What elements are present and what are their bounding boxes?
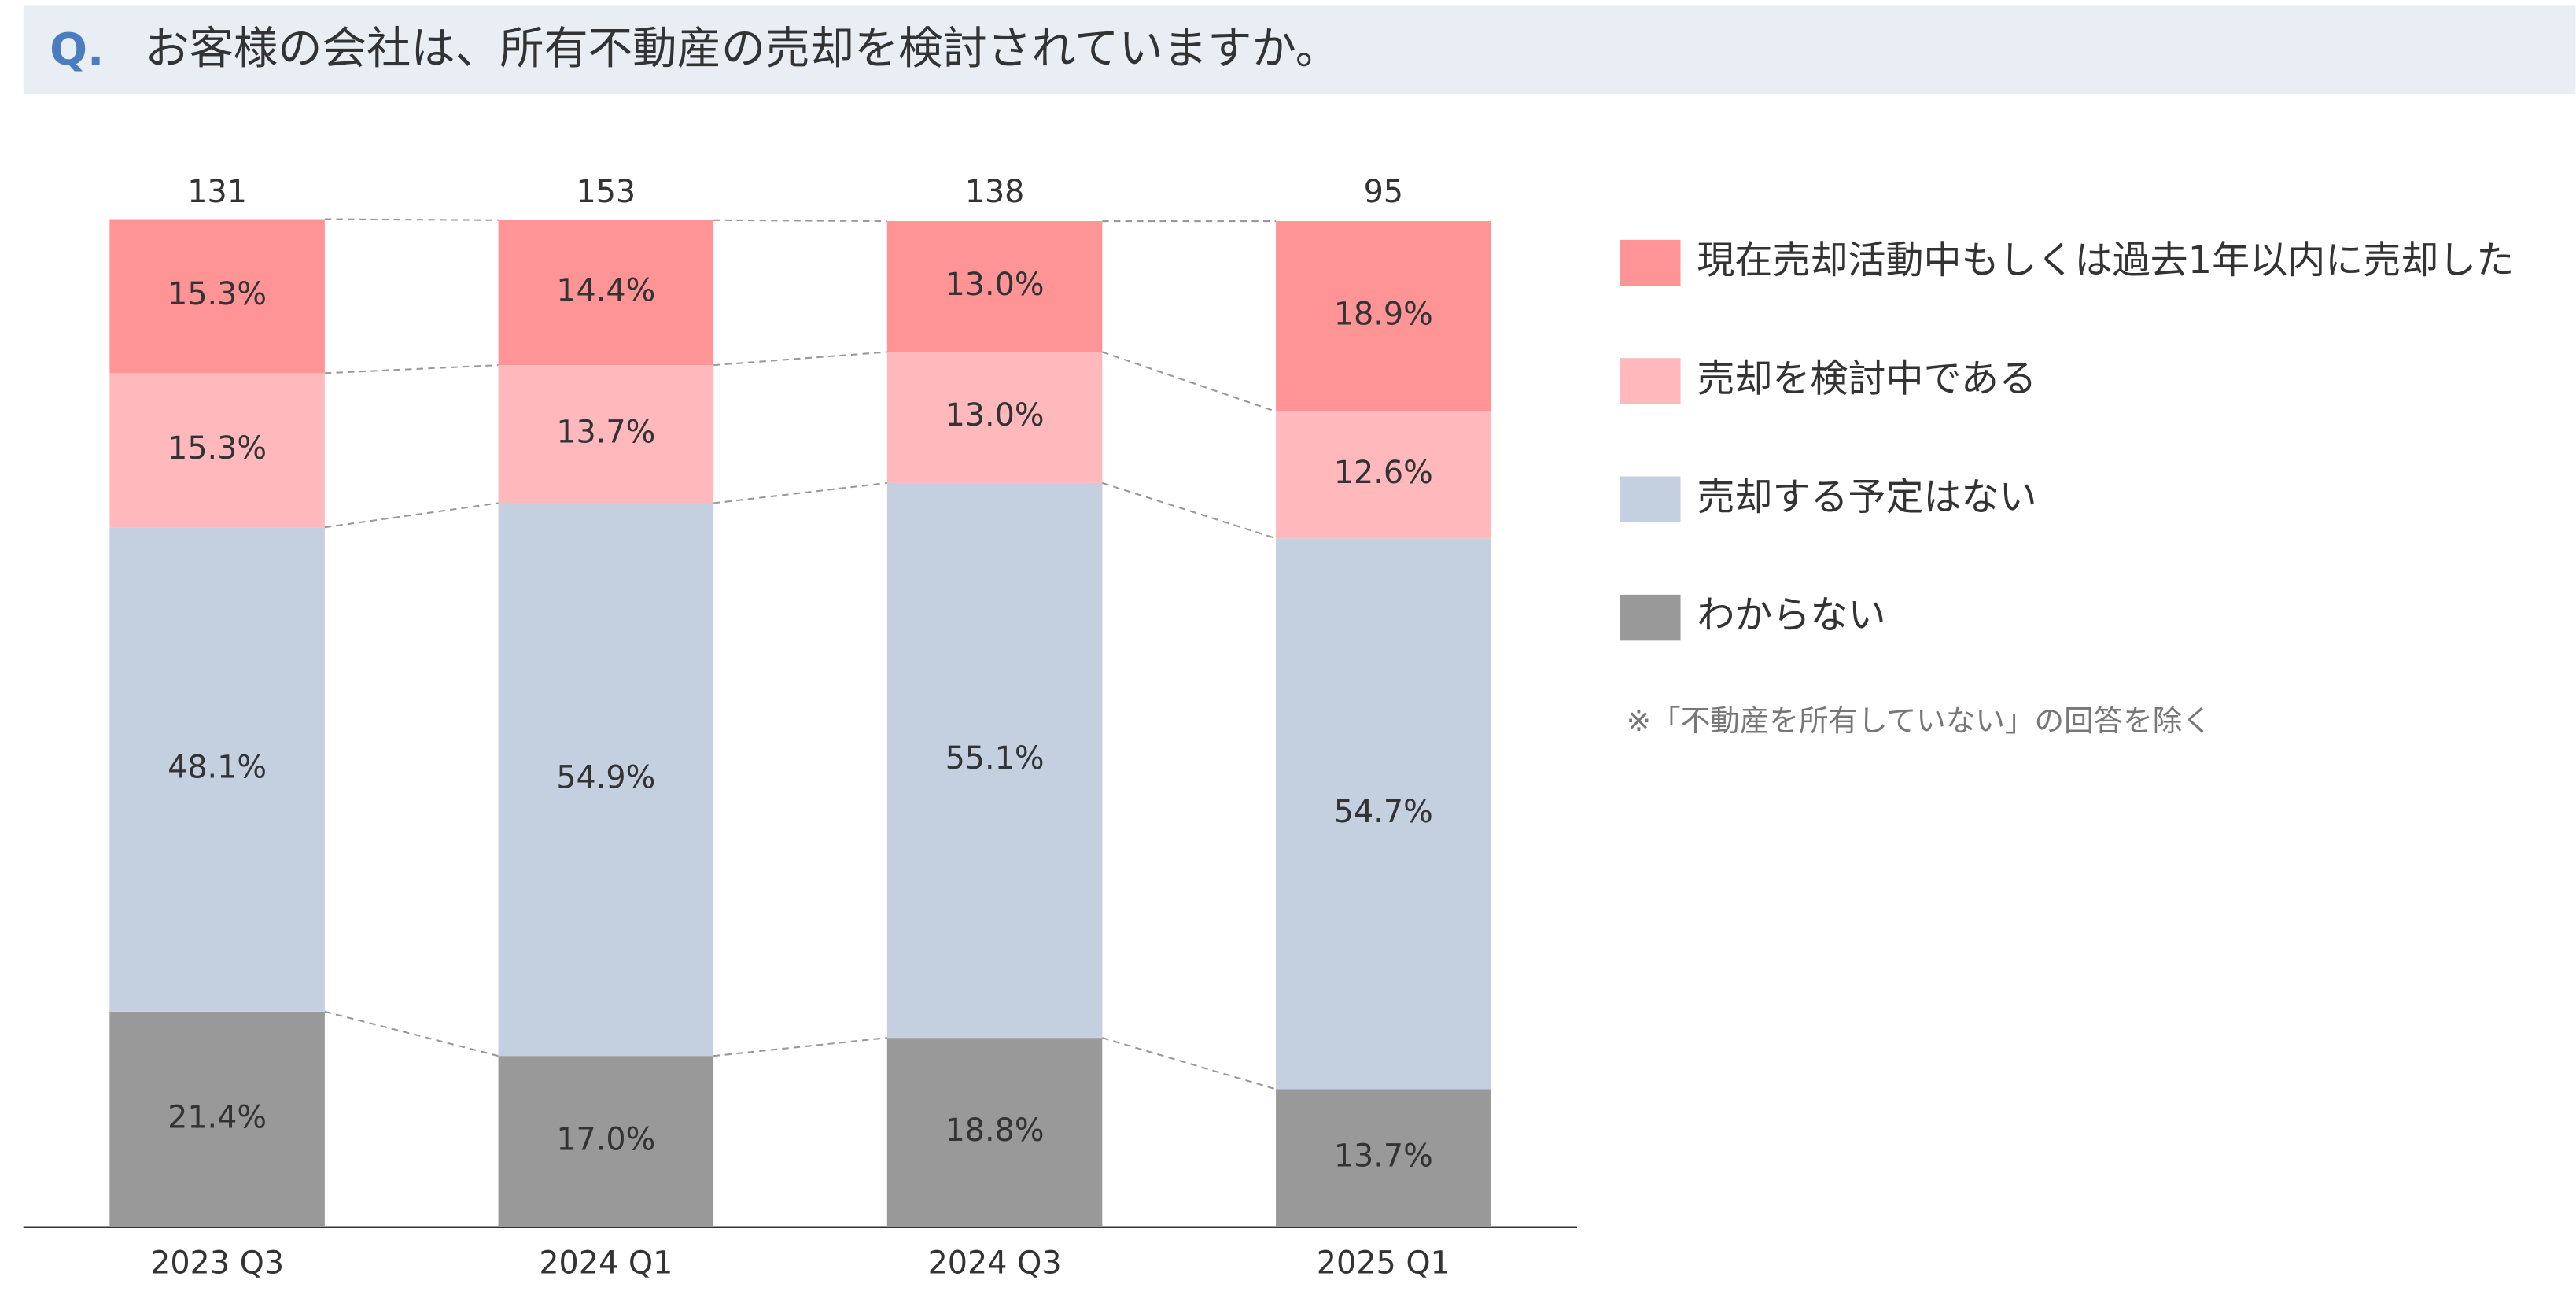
- connector: [713, 351, 887, 367]
- bar-segment: [1276, 1089, 1491, 1227]
- connector: [713, 219, 887, 223]
- note: ※「不動産を所有していない」の回答を除く: [1627, 703, 2212, 738]
- value-label: 18.8%: [945, 1112, 1045, 1149]
- total-label: 138: [965, 174, 1025, 210]
- bar-segment: [498, 503, 714, 1057]
- bar-segment: [498, 365, 714, 504]
- bar-segment: [886, 482, 1103, 1039]
- x-tick-label: 2025 Q1: [1317, 1245, 1450, 1281]
- legend-swatch: [1620, 594, 1681, 641]
- value-label: 48.1%: [168, 750, 267, 786]
- value-label: 54.7%: [1334, 794, 1433, 830]
- legend-label: 売却する予定はない: [1697, 475, 2036, 519]
- value-label: 55.1%: [945, 740, 1045, 777]
- bar-segment: [498, 1056, 714, 1227]
- x-tick-label: 2024 Q1: [539, 1245, 673, 1281]
- total-label: 95: [1364, 174, 1403, 210]
- total-label: 153: [576, 174, 636, 210]
- question-text: お客様の会社は、所有不動産の売却を検討されていますか。: [145, 23, 1340, 74]
- value-label: 13.7%: [1334, 1138, 1433, 1175]
- bar-segment: [1276, 538, 1491, 1090]
- connector: [324, 502, 499, 529]
- value-label: 14.4%: [556, 272, 655, 308]
- connector: [324, 1010, 499, 1057]
- bar-segment: [109, 527, 325, 1012]
- legend-swatch: [1620, 239, 1681, 286]
- connector: [1102, 351, 1277, 412]
- value-label: 13.0%: [945, 267, 1045, 303]
- value-label: 15.3%: [168, 276, 267, 312]
- bar-segment: [886, 1038, 1103, 1227]
- bar-segment: [1276, 221, 1491, 411]
- legend-swatch: [1620, 476, 1681, 522]
- value-label: 13.0%: [945, 397, 1045, 433]
- bar-segment: [498, 220, 714, 366]
- value-label: 15.3%: [168, 430, 267, 467]
- legend-label: わからない: [1697, 593, 1885, 637]
- value-label: 12.6%: [1334, 455, 1433, 491]
- bar-segment: [109, 373, 325, 528]
- bar-segment: [109, 219, 325, 374]
- x-tick-label: 2024 Q3: [928, 1245, 1062, 1281]
- legend-label: 現在売却活動中もしくは過去1年以内に売却した: [1697, 238, 2514, 282]
- connector: [713, 1037, 887, 1057]
- question-label: Q.: [50, 24, 104, 76]
- value-label: 21.4%: [168, 1099, 267, 1135]
- bar-segment: [1276, 411, 1491, 539]
- legend-label: 売却を検討中である: [1697, 356, 2036, 400]
- total-label: 131: [187, 174, 247, 210]
- bar-segment: [109, 1011, 325, 1227]
- bar-segment: [886, 221, 1103, 352]
- x-tick-label: 2023 Q3: [150, 1245, 284, 1281]
- value-label: 54.9%: [556, 759, 655, 795]
- bar-segment: [886, 352, 1103, 483]
- value-label: 18.9%: [1334, 297, 1433, 333]
- legend-swatch: [1620, 358, 1681, 404]
- connector: [1102, 481, 1277, 540]
- connector: [1102, 1037, 1277, 1090]
- connector: [713, 481, 887, 504]
- header-band: [23, 5, 2576, 94]
- value-label: 17.0%: [556, 1121, 655, 1157]
- connector: [324, 364, 499, 374]
- value-label: 13.7%: [556, 414, 655, 450]
